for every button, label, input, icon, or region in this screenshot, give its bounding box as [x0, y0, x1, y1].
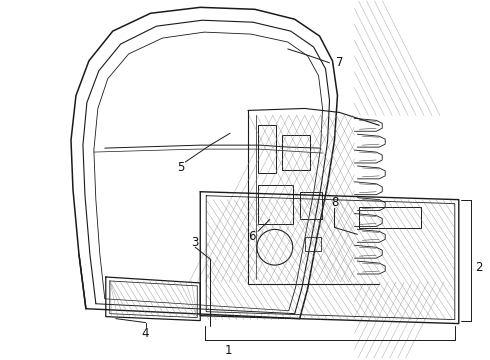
Text: 6: 6	[248, 230, 256, 243]
Text: 7: 7	[336, 57, 343, 69]
Bar	[282, 135, 310, 170]
Bar	[258, 125, 276, 173]
Text: 2: 2	[475, 261, 483, 274]
Text: 4: 4	[142, 327, 149, 340]
Text: 1: 1	[224, 344, 232, 357]
Circle shape	[257, 229, 293, 265]
Text: 3: 3	[192, 236, 199, 249]
Bar	[300, 192, 321, 220]
Text: 5: 5	[177, 161, 184, 175]
Bar	[258, 185, 293, 224]
Bar	[359, 207, 421, 228]
Bar	[305, 237, 320, 251]
Text: 8: 8	[331, 196, 338, 209]
